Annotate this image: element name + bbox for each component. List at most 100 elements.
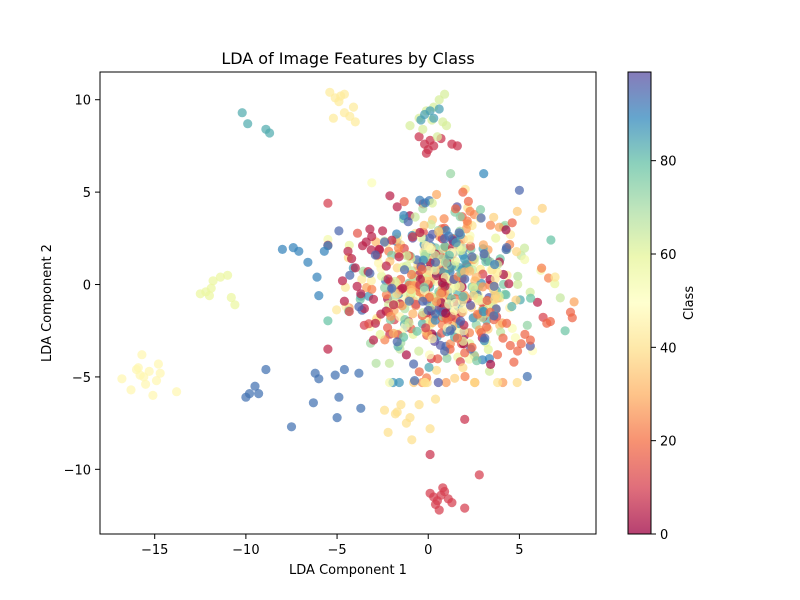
scatter-point bbox=[345, 270, 355, 280]
scatter-point bbox=[430, 315, 440, 325]
scatter-point bbox=[328, 113, 338, 123]
scatter-point bbox=[486, 359, 496, 369]
scatter-point bbox=[460, 503, 470, 513]
scatter-point bbox=[522, 371, 532, 382]
scatter-point bbox=[406, 269, 417, 280]
scatter-point bbox=[392, 337, 402, 347]
scatter-point bbox=[478, 240, 488, 250]
scatter-point bbox=[432, 496, 442, 506]
y-axis-ticks: −10 −5 0 5 10 bbox=[64, 94, 100, 478]
scatter-point bbox=[402, 251, 412, 261]
scatter-point bbox=[381, 290, 391, 300]
x-axis-ticks: −15 −10 −5 0 5 bbox=[141, 534, 524, 558]
scatter-point bbox=[476, 213, 486, 223]
scatter-point bbox=[339, 89, 349, 99]
scatter-point bbox=[410, 376, 420, 386]
colorbar-label: Class bbox=[682, 286, 697, 320]
scatter-point bbox=[352, 228, 363, 238]
scatter-point bbox=[424, 350, 435, 360]
scatter-point bbox=[144, 366, 154, 376]
scatter-point bbox=[379, 405, 390, 415]
scatter-point bbox=[452, 141, 462, 151]
chart-title: LDA of Image Features by Class bbox=[221, 49, 474, 68]
scatter-point bbox=[337, 276, 348, 286]
scatter-point bbox=[480, 333, 490, 343]
scatter-point bbox=[502, 243, 512, 253]
scatter-point bbox=[432, 132, 442, 142]
scatter-point bbox=[383, 274, 393, 284]
scatter-point bbox=[507, 301, 517, 312]
scatter-point bbox=[460, 348, 470, 358]
scatter-point bbox=[323, 241, 333, 251]
scatter-point bbox=[347, 254, 357, 264]
scatter-point bbox=[502, 318, 512, 328]
scatter-point bbox=[492, 350, 503, 360]
scatter-point bbox=[277, 244, 287, 254]
scatter-point bbox=[440, 241, 450, 251]
scatter-point bbox=[445, 326, 455, 336]
scatter-point bbox=[505, 340, 515, 351]
scatter-point bbox=[446, 169, 456, 179]
scatter-point bbox=[440, 258, 451, 268]
scatter-point bbox=[484, 366, 495, 376]
scatter-point bbox=[520, 254, 530, 265]
scatter-point bbox=[226, 292, 236, 303]
scatter-point bbox=[425, 106, 435, 116]
scatter-point bbox=[339, 296, 349, 306]
scatter-point bbox=[418, 296, 428, 306]
scatter-point bbox=[366, 276, 376, 286]
scatter-point bbox=[474, 470, 484, 480]
scatter-point bbox=[504, 279, 514, 289]
x-axis-label: LDA Component 1 bbox=[289, 563, 407, 578]
scatter-point bbox=[435, 289, 445, 299]
scatter-point bbox=[314, 291, 324, 301]
scatter-point bbox=[450, 298, 460, 308]
scatter-point bbox=[368, 335, 379, 345]
scatter-point bbox=[131, 364, 142, 375]
colorbar-tick-label: 0 bbox=[660, 528, 668, 543]
scatter-point bbox=[454, 228, 464, 238]
scatter-point bbox=[507, 218, 517, 228]
scatter-point bbox=[223, 270, 233, 280]
scatter-point bbox=[424, 362, 434, 372]
scatter-point bbox=[419, 282, 429, 292]
scatter-point bbox=[407, 435, 417, 445]
colorbar: 0 20 40 60 80 Class bbox=[627, 71, 697, 543]
scatter-point bbox=[384, 358, 394, 368]
scatter-point bbox=[460, 371, 470, 382]
scatter-point bbox=[472, 356, 482, 366]
scatter-point bbox=[393, 243, 404, 253]
plot-area-frame bbox=[99, 71, 597, 535]
scatter-point bbox=[330, 370, 340, 380]
scatter-point bbox=[498, 333, 508, 343]
x-tick-label: −10 bbox=[232, 543, 259, 558]
scatter-point bbox=[389, 300, 399, 310]
scatter-point bbox=[434, 227, 444, 237]
scatter-point bbox=[437, 278, 447, 288]
scatter-point bbox=[243, 119, 253, 129]
scatter-point bbox=[151, 376, 162, 386]
scatter-point bbox=[440, 234, 450, 244]
scatter-point bbox=[441, 308, 451, 318]
scatter-point bbox=[475, 205, 486, 215]
scatter-point bbox=[404, 318, 414, 328]
scatter-point bbox=[356, 403, 366, 413]
scatter-point bbox=[513, 271, 523, 281]
colorbar-gradient bbox=[627, 71, 652, 535]
scatter-point bbox=[407, 232, 418, 242]
scatter-point bbox=[401, 350, 411, 360]
scatter-point bbox=[514, 185, 525, 195]
scatter-point bbox=[308, 398, 318, 408]
scatter-point bbox=[375, 329, 385, 340]
scatter-point bbox=[510, 333, 520, 343]
scatter-point bbox=[204, 291, 214, 301]
scatter-point bbox=[460, 274, 470, 284]
scatter-point bbox=[312, 272, 322, 282]
scatter-point bbox=[294, 246, 304, 256]
scatter-point bbox=[367, 178, 377, 188]
scatter-point bbox=[350, 117, 360, 127]
scatter-point bbox=[172, 387, 182, 397]
scatter-point bbox=[421, 323, 431, 333]
scatter-point bbox=[350, 263, 360, 273]
scatter-point bbox=[368, 294, 379, 304]
